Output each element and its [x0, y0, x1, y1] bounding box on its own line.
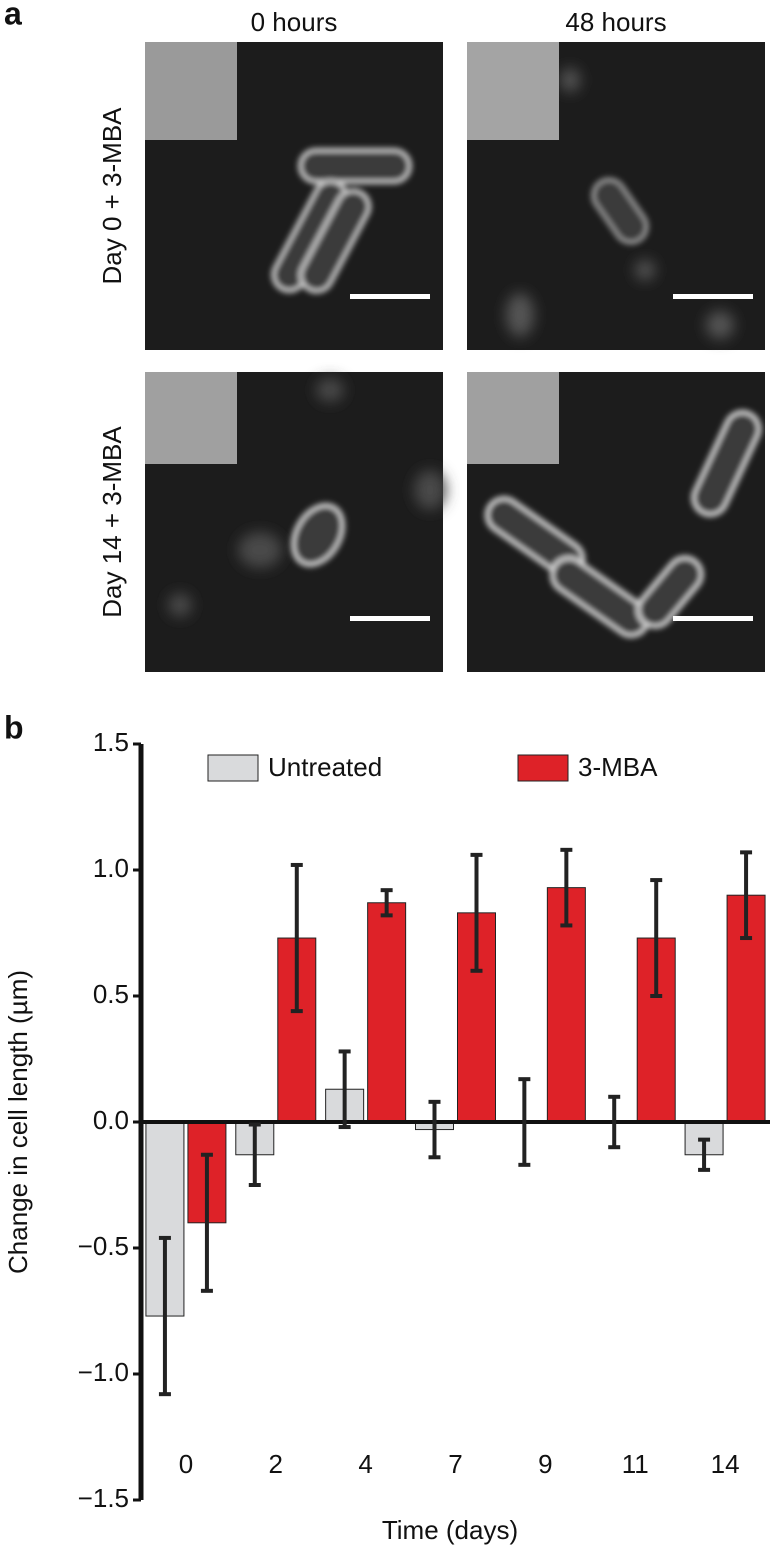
error-bar [560, 847, 573, 928]
x-tick-label: 2 [269, 1449, 283, 1479]
y-tick-label: −1.0 [78, 1357, 129, 1387]
error-bar [338, 1049, 351, 1130]
legend-swatch [207, 754, 259, 782]
micrograph [467, 42, 765, 350]
legend-label: 3-MBA [578, 752, 658, 782]
error-bar [200, 1152, 213, 1293]
error-bar [608, 1094, 621, 1150]
x-tick-label: 7 [448, 1449, 462, 1479]
y-axis-title: Change in cell length (µm) [3, 970, 33, 1274]
panel-label: b [4, 709, 24, 745]
error-bar [698, 1137, 711, 1172]
x-axis-title: Time (days) [382, 1515, 518, 1545]
error-bar [158, 1235, 171, 1397]
y-tick-label: 0.5 [93, 979, 129, 1009]
panel-label: a [4, 0, 22, 31]
error-bar [518, 1077, 531, 1167]
column-label: 0 hours [251, 7, 338, 37]
error-bar [290, 862, 303, 1014]
x-tick-label: 9 [538, 1449, 552, 1479]
x-tick-label: 0 [179, 1449, 193, 1479]
row-label: Day 14 + 3-MBA [97, 426, 127, 618]
error-bar [380, 888, 393, 918]
error-bar [470, 852, 483, 973]
error-bar [650, 878, 663, 998]
micrograph [467, 372, 765, 672]
error-bar [740, 850, 753, 941]
x-tick-label: 14 [711, 1449, 740, 1479]
y-tick-label: 1.0 [93, 853, 129, 883]
micrograph [145, 372, 446, 672]
error-bar [248, 1122, 261, 1187]
y-tick-label: −1.5 [78, 1483, 129, 1513]
y-tick-label: −0.5 [78, 1231, 129, 1261]
y-tick-label: 1.5 [93, 727, 129, 757]
column-label: 48 hours [565, 7, 666, 37]
error-bar [428, 1099, 441, 1160]
legend-swatch [517, 754, 569, 782]
x-tick-label: 11 [622, 1449, 649, 1479]
bar [367, 902, 407, 1123]
row-label: Day 0 + 3-MBA [97, 107, 127, 285]
micrograph [145, 42, 443, 350]
legend-label: Untreated [268, 752, 382, 782]
x-tick-label: 4 [358, 1449, 372, 1479]
y-tick-label: 0.0 [93, 1105, 129, 1135]
